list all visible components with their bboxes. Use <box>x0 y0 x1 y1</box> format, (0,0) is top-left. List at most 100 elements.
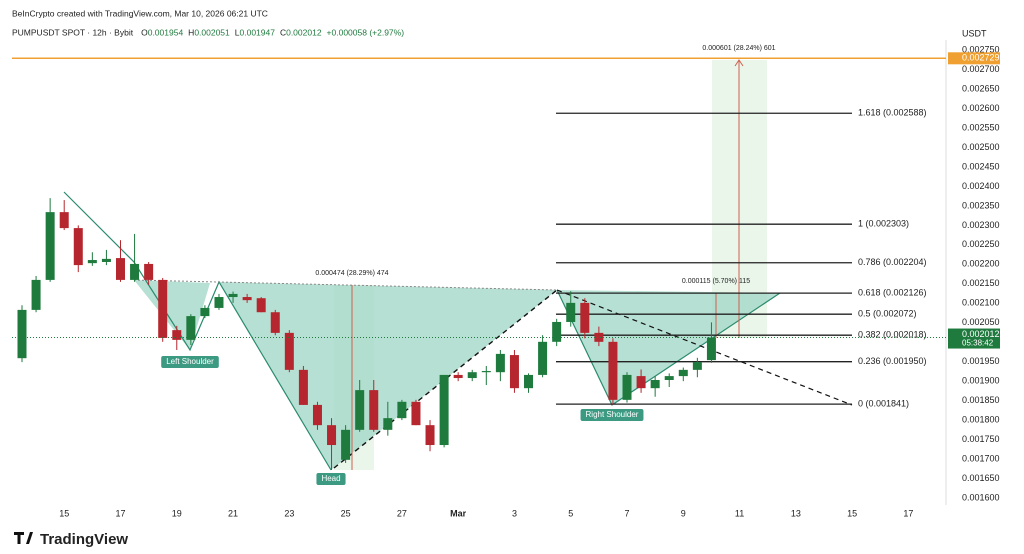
pattern-line <box>556 289 781 406</box>
ohlc-value: 0.002051 <box>194 27 230 37</box>
target-label: 0.002729 <box>962 53 1000 63</box>
fib-label: 1.618 (0.002588) <box>858 108 927 118</box>
y-tick-label: 0.001750 <box>962 434 1000 444</box>
x-tick-label: 27 <box>397 508 407 518</box>
y-tick-label: 0.001650 <box>962 473 1000 483</box>
y-tick-label: 0.001950 <box>962 356 1000 366</box>
ohlc-key: O <box>141 27 148 37</box>
price-tag <box>948 328 1000 349</box>
candle-body <box>594 332 604 342</box>
last-price-label: 0.002012 <box>962 329 1000 339</box>
pattern-label-box <box>580 409 644 421</box>
y-tick-label: 0.002350 <box>962 200 1000 210</box>
candle-body <box>186 316 196 340</box>
y-tick-label: 0.002400 <box>962 181 1000 191</box>
price-tag <box>948 52 1000 65</box>
x-tick-label: 17 <box>903 508 913 518</box>
x-tick-label: 5 <box>568 508 573 518</box>
y-tick-label: 0.002550 <box>962 122 1000 132</box>
y-tick-label: 0.002500 <box>962 142 1000 152</box>
candle-body <box>298 369 308 405</box>
head-area <box>219 282 557 470</box>
y-tick-label: 0.001800 <box>962 414 1000 424</box>
ohlc-value: 0.001947 <box>240 27 276 37</box>
neckline <box>133 279 558 291</box>
candle-body <box>17 309 27 359</box>
fib-label: 0.236 (0.001950) <box>858 356 927 366</box>
x-tick-label: 15 <box>847 508 857 518</box>
y-tick-label: 0.002250 <box>962 239 1000 249</box>
x-tick-label: 25 <box>341 508 351 518</box>
x-tick-label: 3 <box>512 508 517 518</box>
candle-body <box>130 263 140 280</box>
fib-label: 0.786 (0.002204) <box>858 257 927 267</box>
fib-label: 0.382 (0.002018) <box>858 330 927 340</box>
candle-body <box>45 212 55 280</box>
candle-body <box>383 418 393 430</box>
candle-body <box>87 260 97 264</box>
pattern-drawings <box>63 59 853 471</box>
candle-body <box>481 371 491 373</box>
candle-body <box>425 425 435 446</box>
candle-body <box>411 401 421 426</box>
y-tick-label: 0.001900 <box>962 376 1000 386</box>
y-tick-label: 0.002750 <box>962 45 1000 55</box>
candle-body <box>242 297 252 301</box>
candle-body <box>369 390 379 430</box>
x-tick-label: Mar <box>450 508 467 518</box>
candle-body <box>580 302 590 333</box>
y-tick-label: 0.002150 <box>962 278 1000 288</box>
candle-body <box>538 341 548 375</box>
pattern-line <box>63 191 332 471</box>
credit: BeInCrypto created with TradingView.com,… <box>12 8 268 18</box>
pattern-label-text: Head <box>321 474 340 483</box>
trend-line <box>556 289 853 406</box>
candle-body <box>200 307 210 317</box>
ohlc-value: 0.001954 <box>148 27 184 37</box>
x-tick-label: 9 <box>681 508 686 518</box>
candle-body <box>158 279 168 338</box>
x-tick-label: 21 <box>228 508 238 518</box>
fib-label: 1 (0.002303) <box>858 219 909 229</box>
measure-label: 0.000474 (28.29%) 474 <box>315 270 388 277</box>
logo-icon <box>14 532 33 544</box>
measure-label: 0.000115 (5.70%) 115 <box>682 278 750 285</box>
ohlc-key: L <box>235 27 240 37</box>
x-tick-label: 11 <box>735 508 744 518</box>
candle-body <box>706 337 716 361</box>
candle-body <box>636 376 646 389</box>
candle-body <box>144 263 154 280</box>
y-tick-label: 0.001600 <box>962 492 1000 502</box>
candle-body <box>172 330 182 340</box>
candle-body <box>467 372 477 379</box>
y-tick-label: 0.002300 <box>962 220 1000 230</box>
y-tick-label: 0.001850 <box>962 395 1000 405</box>
candle-body <box>228 293 238 298</box>
y-tick-label: 0.002600 <box>962 103 1000 113</box>
y-tick-label: 0.001700 <box>962 453 1000 463</box>
candle-body <box>664 376 674 380</box>
x-tick-label: 13 <box>791 508 801 518</box>
fib-label: 0.5 (0.002072) <box>858 309 917 319</box>
x-tick-label: 7 <box>625 508 630 518</box>
ohlc-value: 0.002012 <box>286 27 322 37</box>
y-tick-label: 0.002700 <box>962 64 1000 74</box>
pattern-label-text: Right Shoulder <box>586 410 639 419</box>
candle-body <box>650 379 660 389</box>
candle-body <box>495 353 505 373</box>
candle-body <box>552 321 562 342</box>
candle-body <box>692 362 702 370</box>
x-tick-label: 23 <box>284 508 294 518</box>
trend-line <box>333 289 558 469</box>
candle-body <box>509 355 519 389</box>
ohlc-key: C <box>280 27 286 37</box>
x-tick-label: 19 <box>172 508 182 518</box>
candle-body <box>59 212 69 229</box>
candle-body <box>341 429 351 460</box>
y-tick-label: 0.002200 <box>962 259 1000 269</box>
symbol: PUMPUSDT SPOT · 12h · Bybit <box>12 27 134 37</box>
candle-body <box>608 341 618 400</box>
pattern-label-box <box>161 356 219 368</box>
candle-body <box>355 390 365 430</box>
